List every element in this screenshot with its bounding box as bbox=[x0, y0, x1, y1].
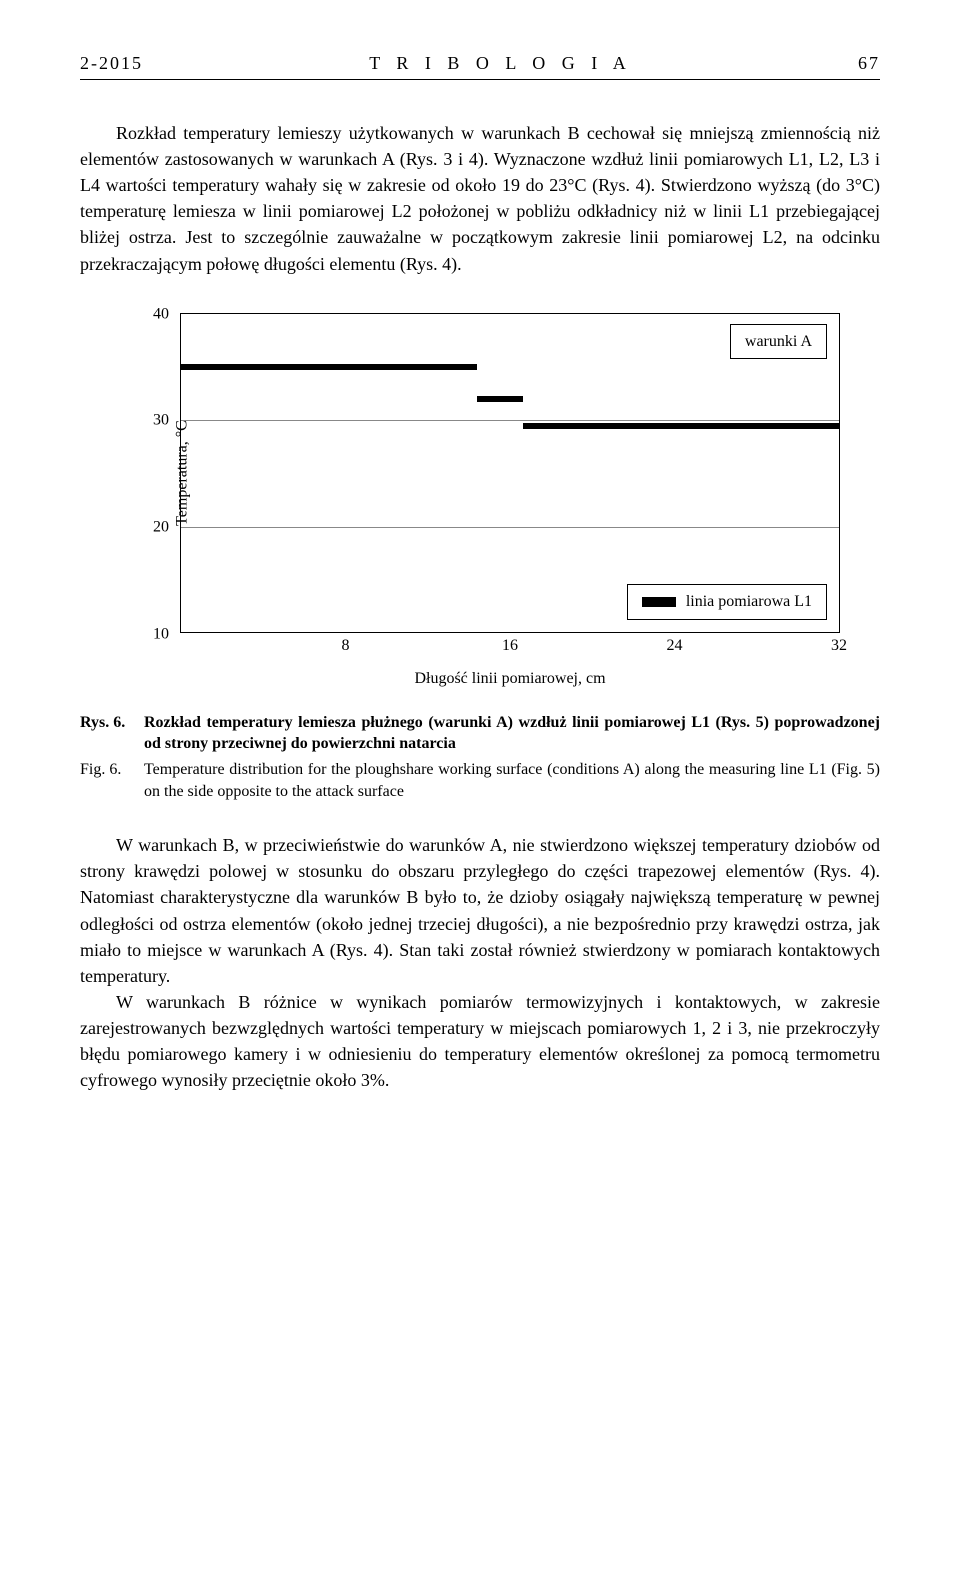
chart-x-axis-label: Długość linii pomiarowej, cm bbox=[180, 667, 840, 690]
chart-xtick-label: 16 bbox=[502, 634, 518, 657]
chart-data-line bbox=[181, 364, 477, 370]
chart-ytick-label: 40 bbox=[139, 302, 169, 325]
figure-caption: Rys. 6. Rozkład temperatury lemiesza płu… bbox=[80, 712, 880, 802]
body-paragraph-1: Rozkład temperatury lemieszy użytkowanyc… bbox=[80, 120, 880, 277]
legend-text-series: linia pomiarowa L1 bbox=[686, 590, 812, 613]
legend-text-conditions: warunki A bbox=[745, 330, 812, 353]
chart-xtick-label: 8 bbox=[342, 634, 350, 657]
chart-plot-area: Temperatura, °C warunki A linia pomiarow… bbox=[180, 313, 840, 633]
chart-data-line bbox=[523, 423, 839, 429]
journal-title: T R I B O L O G I A bbox=[369, 50, 632, 76]
chart-xtick-label: 24 bbox=[667, 634, 683, 657]
chart-gridline bbox=[181, 420, 839, 421]
body-paragraph-2: W warunkach B, w przeciwieństwie do waru… bbox=[80, 832, 880, 989]
caption-tag-rys: Rys. 6. bbox=[80, 712, 136, 755]
chart-xtick-label: 32 bbox=[831, 634, 847, 657]
caption-text-fig: Temperature distribution for the ploughs… bbox=[144, 759, 880, 802]
chart-y-axis-label: Temperatura, °C bbox=[170, 420, 193, 526]
page-header: 2-2015 T R I B O L O G I A 67 bbox=[80, 50, 880, 80]
chart-legend-conditions: warunki A bbox=[730, 324, 827, 359]
chart-ytick-label: 10 bbox=[139, 622, 169, 645]
chart-data-line bbox=[477, 396, 523, 402]
chart-legend-series: linia pomiarowa L1 bbox=[627, 584, 827, 619]
body-paragraph-3: W warunkach B różnice w wynikach pomiaró… bbox=[80, 989, 880, 1093]
chart-figure: Temperatura, °C warunki A linia pomiarow… bbox=[120, 313, 840, 690]
chart-gridline bbox=[181, 527, 839, 528]
page-number: 67 bbox=[858, 50, 880, 76]
issue-number: 2-2015 bbox=[80, 50, 143, 76]
caption-text-rys: Rozkład temperatury lemiesza płużnego (w… bbox=[144, 712, 880, 755]
legend-swatch-icon bbox=[642, 597, 676, 607]
chart-ytick-label: 30 bbox=[139, 409, 169, 432]
caption-tag-fig: Fig. 6. bbox=[80, 759, 136, 802]
chart-ytick-label: 20 bbox=[139, 515, 169, 538]
